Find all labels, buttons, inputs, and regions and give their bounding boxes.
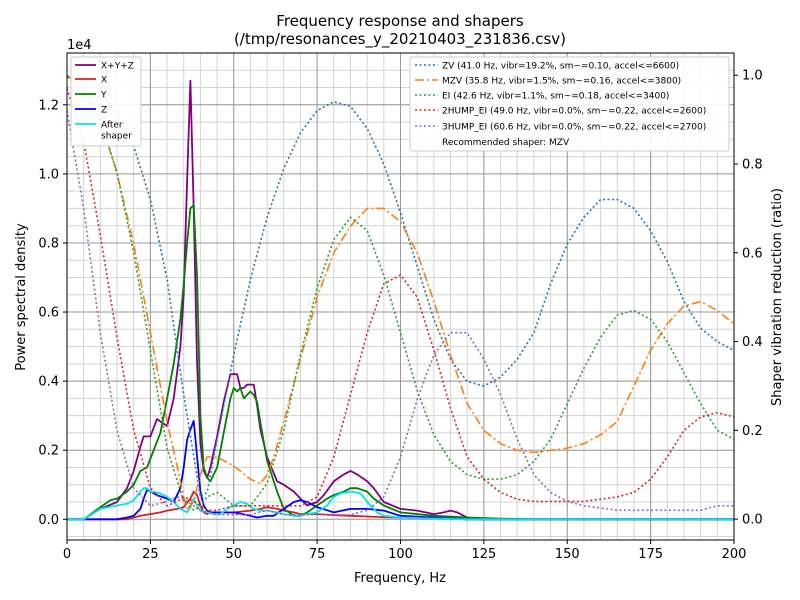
y-right-tick-label: 0.4 [742, 335, 763, 350]
recommended-shaper-text: Recommended shaper: MZV [442, 138, 570, 148]
y-right-tick-label: 0.6 [742, 246, 763, 261]
y-right-tick-label: 0.2 [742, 424, 763, 439]
y-right-tick-label: 0.0 [742, 513, 763, 528]
x-tick-label: 200 [722, 547, 747, 562]
psd-legend-label: X [101, 76, 107, 86]
y-left-tick-label: 1.2 [38, 98, 59, 113]
x-axis-ticks: 0 25 50 75 100 125 150 175 200 [63, 540, 747, 562]
x-tick-label: 25 [142, 547, 159, 562]
chart-title-line1: Frequency response and shapers [276, 12, 524, 30]
psd-series-lines [67, 79, 734, 521]
x-tick-label: 125 [471, 547, 496, 562]
shaper-legend-label: EI (42.6 Hz, vibr=1.1%, sm~=0.18, accel<… [442, 92, 669, 102]
psd-line [67, 487, 734, 521]
shaper-legend-label: ZV (41.0 Hz, vibr=19.2%, sm~=0.10, accel… [442, 62, 679, 72]
y-offset-label: 1e4 [67, 38, 92, 53]
x-tick-label: 175 [638, 547, 663, 562]
y-right-axis-ticks: 0.0 0.2 0.4 0.6 0.8 1.0 [734, 69, 763, 528]
y-right-tick-label: 0.8 [742, 157, 763, 172]
shaper-line [67, 74, 734, 513]
y-left-tick-label: 0.2 [38, 444, 59, 459]
x-axis-label: Frequency, Hz [354, 571, 446, 586]
shaper-line [67, 88, 734, 512]
x-tick-label: 50 [225, 547, 242, 562]
y-left-tick-label: 0.8 [38, 236, 59, 251]
psd-legend-label: Z [101, 106, 107, 116]
shaper-legend-label: 2HUMP_EI (49.0 Hz, vibr=0.0%, sm~=0.22, … [442, 107, 706, 117]
x-tick-label: 150 [555, 547, 580, 562]
psd-legend-label: X+Y+Z [101, 62, 134, 72]
chart-title-line2: (/tmp/resonances_y_20210403_231836.csv) [234, 30, 566, 49]
x-tick-label: 0 [63, 547, 71, 562]
psd-legend-label: Y [100, 91, 107, 101]
y-left-tick-label: 1.0 [38, 167, 59, 182]
shaper-legend-label: 3HUMP_EI (60.6 Hz, vibr=0.0%, sm~=0.22, … [442, 123, 706, 133]
y-left-tick-label: 0.6 [38, 306, 59, 321]
shaper-series-lines [67, 74, 734, 516]
shaper-legend-box [409, 56, 730, 152]
shaper-legend-label: MZV (35.8 Hz, vibr=1.5%, sm~=0.16, accel… [442, 77, 681, 87]
y-right-tick-label: 1.0 [742, 69, 763, 84]
psd-legend-label: After shaper [101, 121, 132, 142]
y-left-axis-label: Power spectral density [14, 223, 29, 371]
x-tick-label: 75 [309, 547, 326, 562]
shaper-line [67, 76, 734, 499]
y-left-axis-ticks: 0.0 0.2 0.4 0.6 0.8 1.0 1.2 [38, 98, 67, 528]
shaper-line [67, 110, 734, 516]
y-left-tick-label: 0.4 [38, 375, 59, 390]
shaper-legend: ZV (41.0 Hz, vibr=19.2%, sm~=0.10, accel… [409, 56, 730, 152]
y-left-tick-label: 0.0 [38, 513, 59, 528]
psd-legend: X+Y+Z XYZ After shaper [70, 56, 142, 147]
x-tick-label: 100 [388, 547, 413, 562]
psd-line [67, 79, 734, 521]
psd-line [67, 204, 734, 521]
y-right-axis-label: Shaper vibration reduction (ratio) [770, 188, 785, 406]
shaper-line [67, 75, 734, 512]
